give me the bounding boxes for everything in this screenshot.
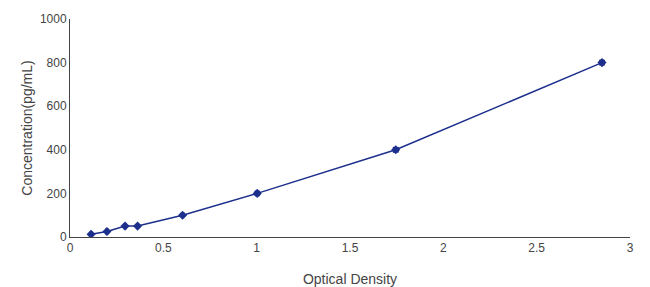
svg-text:800: 800 [47,56,67,70]
svg-text:400: 400 [47,143,67,157]
svg-text:0: 0 [67,241,74,255]
svg-text:600: 600 [47,99,67,113]
svg-text:200: 200 [47,187,67,201]
svg-text:1.5: 1.5 [342,241,359,255]
svg-text:1: 1 [253,241,260,255]
svg-text:1000: 1000 [40,12,67,26]
svg-text:3: 3 [627,241,634,255]
svg-text:2: 2 [440,241,447,255]
svg-text:Concentration(pg/mL): Concentration(pg/mL) [19,60,35,195]
svg-text:2.5: 2.5 [528,241,545,255]
svg-text:0: 0 [60,230,67,244]
svg-text:0.5: 0.5 [155,241,172,255]
svg-text:Optical Density: Optical Density [303,271,397,287]
